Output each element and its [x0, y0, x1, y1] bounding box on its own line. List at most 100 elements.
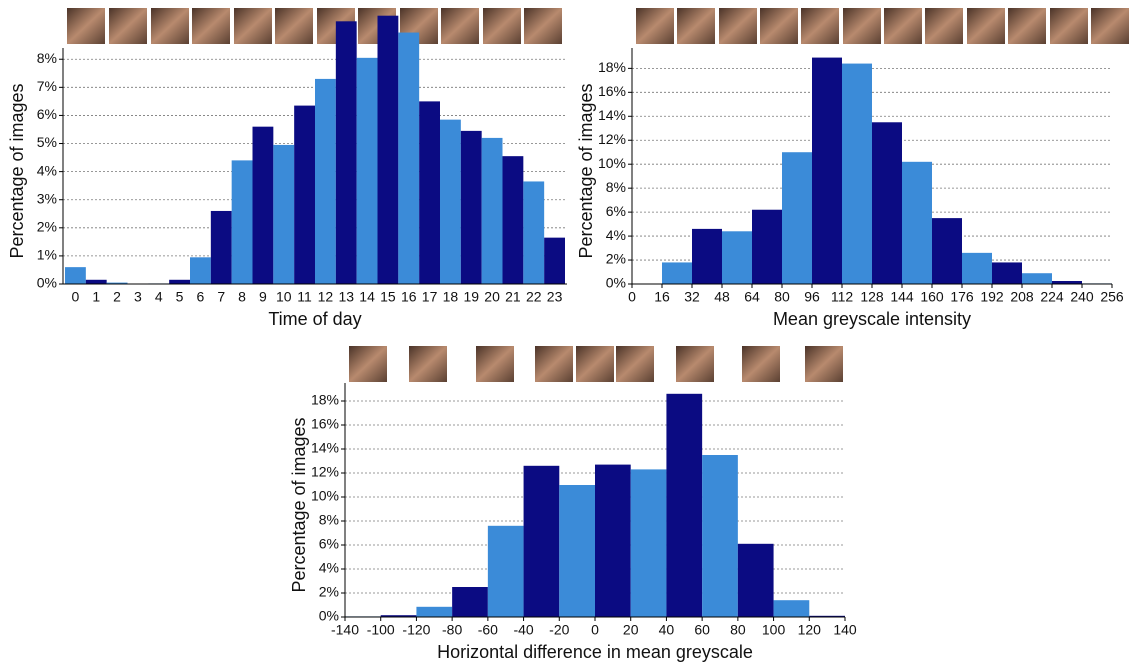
x-tick-label: 7 [217, 289, 225, 305]
x-tick-label: 160 [920, 289, 944, 305]
face-thumbnail [843, 8, 881, 44]
x-tick-label: 8 [238, 289, 246, 305]
y-tick-label: 6% [606, 203, 626, 219]
x-tick-label: 96 [804, 289, 820, 305]
bar [253, 127, 274, 284]
bar [631, 469, 667, 617]
face-thumbnail [1050, 8, 1088, 44]
x-tick-label: 64 [744, 289, 760, 305]
x-tick-label: 13 [338, 289, 354, 305]
face-thumbnail [616, 346, 654, 382]
face-thumbnail [476, 346, 514, 382]
face-thumbnail [719, 8, 757, 44]
x-tick-label: 192 [980, 289, 1004, 305]
x-tick-label: 11 [297, 289, 312, 305]
x-tick-label: -60 [478, 622, 498, 638]
y-tick-label: 0% [606, 275, 626, 291]
bar [273, 145, 294, 284]
y-axis-title: Percentage of images [289, 417, 309, 592]
y-tick-label: 7% [37, 78, 57, 94]
x-tick-label: 48 [714, 289, 730, 305]
face-thumbnail [441, 8, 479, 44]
x-tick-label: -40 [513, 622, 533, 638]
y-tick-label: 4% [606, 227, 626, 243]
face-thumbnail [535, 346, 573, 382]
x-tick-label: 0 [72, 289, 80, 305]
bar [932, 218, 962, 284]
bar [452, 587, 488, 617]
y-tick-label: 8% [319, 512, 339, 528]
bar [523, 181, 544, 284]
y-tick-label: 12% [311, 464, 339, 480]
bar [65, 267, 86, 284]
bar [738, 544, 774, 617]
face-thumbnail [151, 8, 189, 44]
x-tick-label: 40 [659, 622, 675, 638]
x-tick-label: 23 [547, 289, 563, 305]
face-thumbnail [760, 8, 798, 44]
x-tick-label: 18 [443, 289, 459, 305]
face-thumbnail [576, 346, 614, 382]
face-thumbnail [676, 346, 714, 382]
x-tick-label: 2 [113, 289, 121, 305]
y-tick-label: 10% [311, 488, 339, 504]
face-thumbnail [1008, 8, 1046, 44]
y-tick-label: 1% [37, 247, 57, 263]
y-tick-label: 14% [311, 440, 339, 456]
bar [544, 238, 565, 284]
face-thumbnail [275, 8, 313, 44]
x-tick-label: 16 [654, 289, 670, 305]
x-tick-label: 112 [831, 289, 854, 305]
bar [842, 64, 872, 284]
x-tick-label: 140 [833, 622, 857, 638]
y-tick-label: 18% [311, 392, 339, 408]
bar [692, 229, 722, 284]
y-axis-title: Percentage of images [576, 83, 596, 258]
bar [461, 131, 482, 284]
x-tick-label: -20 [549, 622, 569, 638]
bar [482, 138, 503, 284]
x-tick-label: 4 [155, 289, 163, 305]
y-tick-label: 6% [37, 106, 57, 122]
bar [211, 211, 232, 284]
bar [524, 466, 560, 617]
y-tick-label: 3% [37, 190, 57, 206]
bar [232, 160, 253, 284]
face-thumbnail [677, 8, 715, 44]
figure: 0%1%2%3%4%5%6%7%8%0123456789101112131415… [0, 0, 1141, 666]
bar [315, 79, 336, 284]
x-tick-label: 128 [860, 289, 884, 305]
bar [503, 156, 524, 284]
x-tick-label: 6 [197, 289, 205, 305]
y-axis-title: Percentage of images [7, 83, 27, 258]
x-tick-label: -80 [442, 622, 462, 638]
bar [812, 58, 842, 284]
bar [416, 607, 452, 617]
x-tick-label: 12 [318, 289, 334, 305]
x-tick-label: 80 [774, 289, 790, 305]
y-tick-label: 14% [598, 107, 626, 123]
face-thumbnail [636, 8, 674, 44]
y-tick-label: 4% [37, 162, 57, 178]
x-tick-label: 3 [134, 289, 142, 305]
y-tick-label: 8% [606, 179, 626, 195]
x-tick-label: 9 [259, 289, 267, 305]
bar [419, 101, 440, 284]
face-thumbnail [234, 8, 272, 44]
bar [752, 210, 782, 284]
face-thumbnail [925, 8, 963, 44]
x-tick-label: -140 [331, 622, 359, 638]
bar [169, 280, 190, 284]
x-tick-label: 176 [950, 289, 974, 305]
bar [782, 152, 812, 284]
bar [662, 262, 692, 284]
y-tick-label: 2% [319, 584, 339, 600]
face-thumbnail [349, 346, 387, 382]
x-tick-label: 80 [730, 622, 746, 638]
x-tick-label: 15 [380, 289, 396, 305]
x-tick-label: 144 [890, 289, 914, 305]
bar [992, 262, 1022, 284]
face-thumbnail [192, 8, 230, 44]
x-tick-label: -100 [367, 622, 395, 638]
face-thumbnail [967, 8, 1005, 44]
